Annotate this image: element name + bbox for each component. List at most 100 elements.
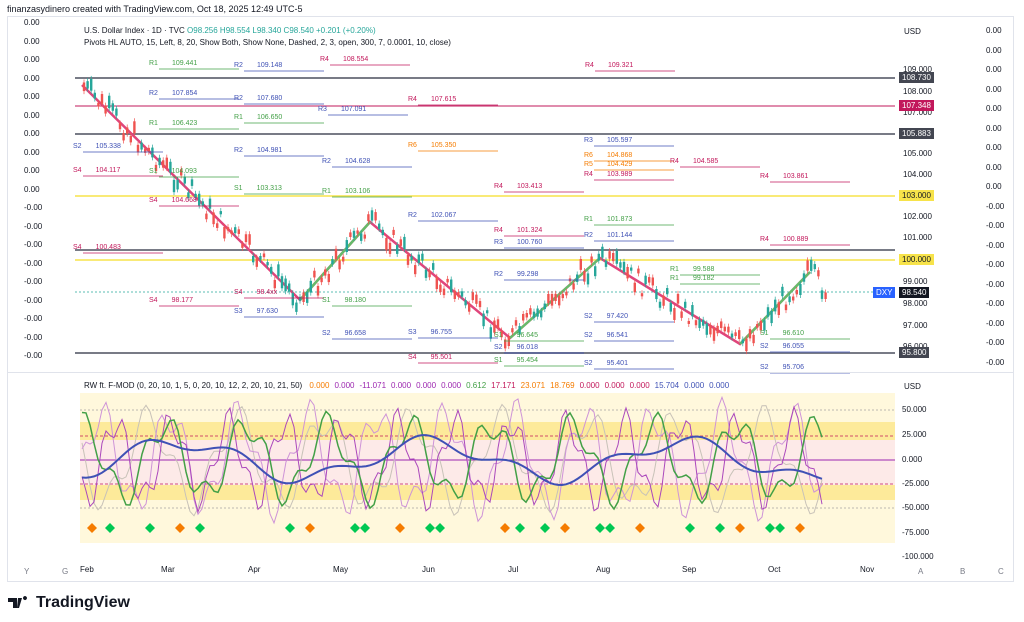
candle-body	[532, 311, 536, 318]
pivots-indicator-legend[interactable]: Pivots HL AUTO, 15, Left, 8, 20, Show Bo…	[84, 38, 451, 47]
candle-body	[748, 329, 752, 339]
oscillator-value: 0.000	[441, 381, 462, 390]
pivot-label: S1 104.093	[149, 168, 197, 175]
pivot-tag: S1	[149, 168, 158, 175]
candle-body	[86, 81, 89, 89]
candle-body	[327, 273, 330, 283]
left-value: -0.00	[24, 258, 43, 268]
pivot-label: S1 98.180	[322, 297, 366, 304]
pivot-tag: S2	[584, 360, 593, 367]
left-value: 0.00	[24, 110, 40, 120]
pivot-value: 103.989	[606, 171, 633, 178]
candle-body	[100, 94, 104, 104]
candle-body	[705, 323, 708, 335]
pivot-tag: S2	[584, 313, 593, 320]
pivot-tag: R4	[584, 171, 593, 178]
chart-frame	[7, 16, 1014, 582]
price-tick: 96.000	[903, 342, 927, 351]
price-tag: 100.000	[899, 254, 934, 265]
candle-body	[594, 266, 597, 277]
pivot-labels: R4 109.321 R4 107.615 R3 105.597 R6 104.868 R5 10…	[73, 56, 808, 371]
pivot-tag: S4	[408, 354, 417, 361]
oscillator-value: 15.704	[654, 381, 680, 390]
left-value: 0.00	[24, 92, 40, 101]
pivot-tag: S4	[149, 197, 158, 204]
pivot-label: R2 104.628	[322, 158, 370, 165]
oscillator-value: 0.000	[604, 381, 625, 390]
oscillator-tick: -25.000	[902, 479, 930, 488]
left-value: 0.00	[24, 73, 40, 83]
pivot-tag: S1	[494, 357, 503, 364]
candle-body	[352, 230, 356, 238]
pivot-label: R4 103.989	[584, 171, 632, 178]
left-value: 0.00	[24, 55, 40, 64]
right-value: -0.00	[986, 201, 1005, 211]
candle-body	[399, 239, 402, 246]
candle-body	[277, 264, 280, 277]
candle-body	[694, 320, 698, 326]
pivot-value: 98.4xx	[256, 289, 278, 296]
oscillator-legend[interactable]: RW ft. F-MOD (0, 20, 10, 1, 5, 0, 20, 10…	[84, 381, 729, 390]
scale-button: B	[960, 567, 966, 576]
pivot-level-lines	[83, 64, 850, 374]
candle-body	[712, 327, 716, 341]
time-axis[interactable]: Feb Mar Apr May Jun Jul Aug Sep Oct Nov	[0, 565, 900, 577]
candle-body	[453, 290, 456, 299]
pivot-label: S2 96.018	[494, 344, 538, 351]
candle-body	[381, 229, 384, 236]
candle-body	[547, 293, 550, 304]
candle-body	[180, 169, 183, 176]
right-value-column: 0.00 0.00 0.00 0.00 0.00 0.00 0.00 0.00 0.00 -0.0…	[950, 0, 1010, 370]
pivot-label: R1 106.423	[149, 120, 197, 127]
pivot-label: R6 104.868	[584, 152, 632, 159]
pivot-value: 106.650	[256, 114, 283, 121]
symbol-legend[interactable]: U.S. Dollar Index · 1D · TVC O98.256 H98…	[84, 26, 376, 35]
left-value: -0.00	[24, 351, 43, 360]
candle-body	[788, 296, 791, 303]
oscillator-diamonds	[87, 523, 805, 533]
pivot-label: R1 99.588	[670, 266, 714, 273]
candle-body	[324, 269, 327, 276]
pivot-label: R3 107.091	[318, 106, 366, 113]
signal-diamond	[795, 523, 805, 533]
candle-body	[392, 229, 395, 236]
candle-body	[439, 284, 442, 293]
pivot-value: 96.610	[782, 330, 804, 337]
candle-body	[169, 161, 172, 173]
candle-body	[126, 127, 129, 134]
oscillator-name: RW ft. F-MOD (0, 20, 10, 1, 5, 0, 20, 10…	[84, 381, 303, 390]
right-value: -0.00	[986, 318, 1005, 328]
candle-body	[396, 245, 399, 254]
candle-body	[579, 259, 582, 270]
pivot-label: R2 104.981	[234, 147, 282, 154]
candle-body	[165, 157, 168, 169]
signal-diamond	[560, 523, 570, 533]
pivot-tag: R6	[584, 152, 593, 159]
candle-body	[262, 253, 266, 258]
pivot-tag: R4	[760, 173, 769, 180]
signal-diamond	[305, 523, 315, 533]
candle-body	[234, 227, 237, 234]
candle-body	[669, 302, 672, 312]
oscillator-tick: 50.000	[902, 405, 927, 414]
pivot-label: S3 96.755	[408, 329, 452, 336]
tradingview-logo: TradingView	[8, 594, 130, 612]
pivot-label: S2 95.401	[584, 360, 628, 367]
oscillator-tick: -50.000	[902, 503, 930, 512]
candle-body	[658, 301, 662, 308]
pane-separator[interactable]	[8, 372, 1013, 373]
candle-body	[248, 234, 251, 245]
candle-body	[302, 292, 305, 302]
pivot-value: 107.091	[340, 106, 367, 113]
signal-diamond	[775, 523, 785, 533]
candlesticks	[82, 75, 827, 355]
pivot-value: 101.144	[606, 232, 633, 239]
currency-label[interactable]: USD	[904, 27, 921, 36]
oscillator-axis[interactable]: 50.000 25.000 0.000 -25.000 -50.000 -75.000 -1…	[900, 390, 950, 570]
pivot-value: 108.554	[342, 56, 369, 63]
pivot-tag: S4	[149, 297, 158, 304]
candle-body	[601, 246, 604, 258]
candle-body	[799, 283, 802, 296]
